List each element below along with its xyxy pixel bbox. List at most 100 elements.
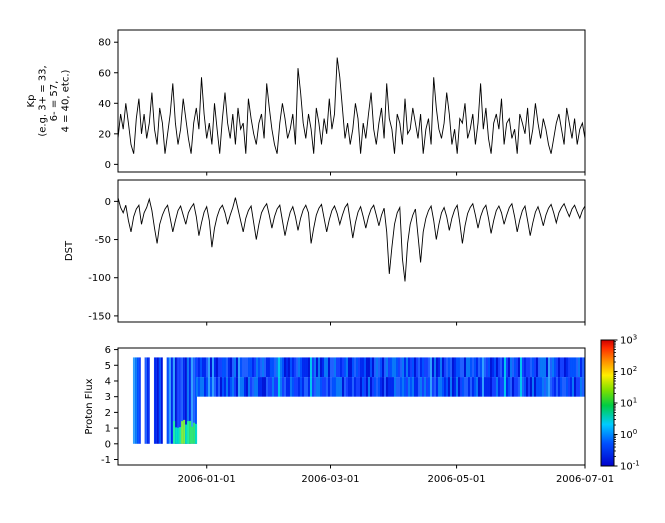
heatmap-cell: [509, 357, 512, 378]
colorbar-label: 100: [620, 428, 637, 441]
heatmap-cell: [457, 377, 460, 397]
heatmap-cell: [427, 377, 430, 397]
heatmap-gap: [140, 356, 145, 445]
heatmap-cell: [207, 357, 210, 378]
heatmap-cell: [489, 377, 492, 397]
heatmap-cell: [455, 377, 458, 397]
heatmap-cell: [393, 357, 396, 378]
heatmap-gap: [149, 356, 154, 445]
heatmap-cell: [445, 377, 448, 397]
colorbar-label: 10-1: [620, 460, 640, 473]
heatmap-cell: [481, 377, 484, 397]
heatmap-cell: [493, 377, 496, 397]
heatmap-cell: [457, 357, 460, 378]
heatmap-cell: [345, 377, 348, 397]
heatmap-cell: [473, 377, 476, 397]
ytick-label: -100: [88, 273, 111, 284]
heatmap-cell: [573, 377, 576, 397]
heatmap-cell: [409, 377, 412, 397]
heatmap-cell: [231, 377, 234, 397]
heatmap-cell: [209, 357, 212, 378]
heatmap-cell: [549, 357, 552, 378]
heatmap-cell: [243, 357, 246, 378]
heatmap-cell: [333, 377, 336, 397]
heatmap-cell: [565, 357, 568, 378]
heatmap-cell: [401, 377, 404, 397]
heatmap-cell: [211, 377, 214, 397]
heatmap-cell: [395, 357, 398, 378]
heatmap-cell: [347, 357, 350, 378]
heatmap-cell: [297, 357, 300, 378]
heatmap-cell: [451, 357, 454, 378]
y-axis-label: Kp (e.g. 3+ = 33, 6- = 57, 4 = 40, etc.): [26, 65, 72, 136]
heatmap-cell: [241, 357, 244, 378]
heatmap-cell: [513, 377, 516, 397]
y-axis-label-line: (e.g. 3+ = 33,: [38, 65, 49, 136]
ytick-label: 5: [105, 361, 111, 372]
heatmap-cell: [181, 421, 184, 444]
heatmap-cell: [241, 377, 244, 397]
heatmap-cell: [419, 377, 422, 397]
heatmap-cell: [307, 357, 310, 378]
heatmap-cell: [375, 377, 378, 397]
heatmap-cell: [277, 357, 280, 378]
heatmap-cell: [235, 377, 238, 397]
heatmap-cell: [195, 357, 198, 378]
heatmap-cell: [515, 377, 518, 397]
heatmap-cell: [491, 357, 494, 378]
heatmap-cell: [182, 357, 185, 444]
heatmap-cell: [257, 377, 260, 397]
heatmap-cell: [559, 377, 562, 397]
y-axis-label: Proton Flux: [84, 378, 95, 434]
heatmap-cell: [547, 377, 550, 397]
heatmap-cell: [317, 377, 320, 397]
heatmap-cell: [339, 357, 342, 378]
heatmap-cell: [381, 377, 384, 397]
heatmap-cell: [559, 357, 562, 378]
heatmap-cell: [253, 357, 256, 378]
ytick-label: 2: [105, 408, 111, 419]
heatmap-cell: [369, 377, 372, 397]
heatmap-cell: [187, 421, 190, 444]
y-axis-label-line: Proton Flux: [84, 378, 95, 434]
heatmap-cell: [285, 377, 288, 397]
heatmap-cell: [289, 357, 292, 378]
heatmap-cell: [535, 377, 538, 397]
heatmap-cell: [231, 357, 234, 378]
ytick-label: 4: [105, 376, 111, 387]
heatmap-cell: [483, 377, 486, 397]
heatmap-cell: [421, 377, 424, 397]
heatmap-cell: [273, 357, 276, 378]
heatmap-cell: [545, 357, 548, 378]
heatmap-cell: [173, 421, 176, 444]
heatmap-cell: [323, 357, 326, 378]
heatmap-cell: [485, 377, 488, 397]
heatmap-cell: [509, 377, 512, 397]
ytick-label: 0: [105, 197, 111, 208]
heatmap-cell: [529, 357, 532, 378]
heatmap-cell: [429, 377, 432, 397]
heatmap-cell: [343, 377, 346, 397]
heatmap-cell: [261, 357, 264, 378]
heatmap-cell: [227, 377, 230, 397]
heatmap-cell: [263, 357, 266, 378]
heatmap-cell: [311, 377, 314, 397]
heatmap-cells: [132, 356, 585, 445]
heatmap-cell: [195, 423, 198, 444]
heatmap-cell: [473, 357, 476, 378]
heatmap-cell: [287, 357, 290, 378]
heatmap-cell: [293, 357, 296, 378]
heatmap-cell: [431, 357, 434, 378]
heatmap-cell: [179, 427, 182, 444]
heatmap-cell: [239, 377, 242, 397]
heatmap-cell: [317, 357, 320, 378]
heatmap-cell: [423, 377, 426, 397]
heatmap-cell: [156, 357, 159, 444]
heatmap-cell: [345, 357, 348, 378]
heatmap-cell: [263, 377, 266, 397]
heatmap-cell: [190, 357, 193, 444]
heatmap-cell: [487, 357, 490, 378]
heatmap-cell: [545, 377, 548, 397]
heatmap-cell: [449, 357, 452, 378]
heatmap-cell: [299, 377, 302, 397]
